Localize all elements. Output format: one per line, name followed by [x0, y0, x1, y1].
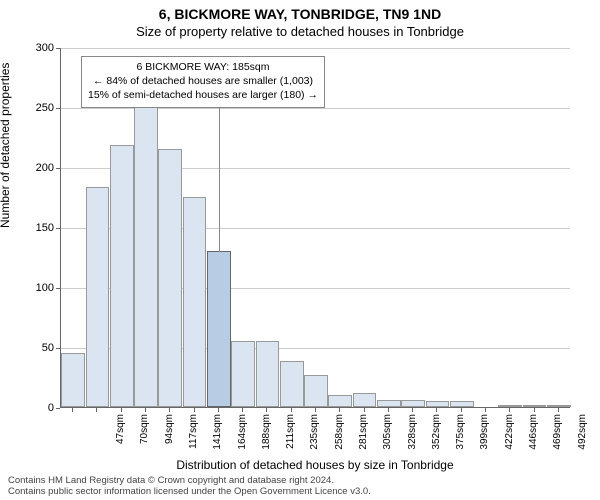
histogram-bar: [134, 105, 158, 407]
histogram-bar: [523, 405, 547, 407]
x-tick-mark: [485, 408, 486, 412]
x-tick-label: 235sqm: [309, 414, 320, 460]
y-tick-label: 0: [14, 402, 54, 414]
x-axis-title: Distribution of detached houses by size …: [60, 458, 570, 472]
footer-line-2: Contains public sector information licen…: [8, 487, 371, 498]
x-tick-mark: [291, 408, 292, 412]
x-tick-mark: [339, 408, 340, 412]
x-tick-mark: [242, 408, 243, 412]
x-tick-label: 117sqm: [188, 414, 199, 460]
x-tick-label: 399sqm: [479, 414, 490, 460]
x-tick-mark: [436, 408, 437, 412]
y-tick-label: 300: [14, 42, 54, 54]
histogram-bar: [86, 187, 110, 407]
y-tick-label: 200: [14, 162, 54, 174]
x-tick-label: 375sqm: [455, 414, 466, 460]
x-tick-mark: [72, 408, 73, 412]
annotation-line-1: 6 BICKMORE WAY: 185sqm: [88, 60, 318, 74]
x-tick-label: 281sqm: [358, 414, 369, 460]
chart-title-sub: Size of property relative to detached ho…: [0, 24, 600, 39]
x-tick-mark: [412, 408, 413, 412]
x-tick-label: 492sqm: [577, 414, 588, 460]
histogram-bar: [304, 375, 328, 407]
x-tick-label: 47sqm: [115, 414, 126, 460]
footer-attribution: Contains HM Land Registry data © Crown c…: [8, 476, 371, 498]
histogram-bar: [450, 401, 474, 407]
y-tick-label: 250: [14, 102, 54, 114]
x-tick-mark: [121, 408, 122, 412]
annotation-line-2: ← 84% of detached houses are smaller (1,…: [88, 74, 318, 88]
x-tick-label: 328sqm: [407, 414, 418, 460]
x-tick-mark: [145, 408, 146, 412]
x-tick-mark: [194, 408, 195, 412]
x-tick-label: 211sqm: [285, 414, 296, 460]
histogram-bar: [547, 405, 571, 407]
histogram-bar: [353, 393, 377, 407]
annotation-line-3: 15% of semi-detached houses are larger (…: [88, 88, 318, 102]
y-tick-label: 50: [14, 342, 54, 354]
y-tick-label: 100: [14, 282, 54, 294]
histogram-bar: [61, 353, 85, 407]
x-tick-mark: [461, 408, 462, 412]
marker-line: [219, 102, 220, 252]
annotation-box: 6 BICKMORE WAY: 185sqm ← 84% of detached…: [81, 56, 325, 108]
x-tick-mark: [388, 408, 389, 412]
x-tick-mark: [534, 408, 535, 412]
x-tick-label: 469sqm: [552, 414, 563, 460]
histogram-bar: [280, 361, 304, 407]
x-tick-label: 352sqm: [431, 414, 442, 460]
histogram-bar: [498, 405, 522, 407]
x-tick-mark: [169, 408, 170, 412]
plot-area: 6 BICKMORE WAY: 185sqm ← 84% of detached…: [60, 48, 570, 408]
chart-container: 6, BICKMORE WAY, TONBRIDGE, TN9 1ND Size…: [0, 0, 600, 500]
x-tick-mark: [96, 408, 97, 412]
x-tick-label: 258sqm: [334, 414, 345, 460]
x-tick-mark: [558, 408, 559, 412]
x-tick-label: 422sqm: [504, 414, 515, 460]
histogram-bar: [426, 401, 450, 407]
x-tick-mark: [509, 408, 510, 412]
histogram-bar: [377, 400, 401, 407]
histogram-bar-highlight: [207, 251, 231, 407]
x-tick-label: 94sqm: [164, 414, 175, 460]
x-tick-label: 164sqm: [237, 414, 248, 460]
histogram-bar: [158, 149, 182, 407]
histogram-bar: [401, 400, 425, 407]
gridline: [61, 48, 570, 49]
histogram-bar: [328, 395, 352, 407]
x-tick-label: 305sqm: [382, 414, 393, 460]
x-tick-mark: [218, 408, 219, 412]
chart-title-main: 6, BICKMORE WAY, TONBRIDGE, TN9 1ND: [0, 6, 600, 22]
x-tick-label: 141sqm: [212, 414, 223, 460]
y-tick-mark: [56, 408, 60, 409]
x-tick-mark: [266, 408, 267, 412]
histogram-bar: [256, 341, 280, 407]
x-tick-label: 188sqm: [261, 414, 272, 460]
histogram-bar: [231, 341, 255, 407]
y-tick-label: 150: [14, 222, 54, 234]
x-tick-label: 70sqm: [139, 414, 150, 460]
x-tick-mark: [315, 408, 316, 412]
histogram-bar: [110, 145, 134, 407]
histogram-bar: [183, 197, 207, 407]
y-axis-title: Number of detached properties: [0, 63, 12, 228]
x-tick-label: 446sqm: [528, 414, 539, 460]
x-tick-mark: [364, 408, 365, 412]
